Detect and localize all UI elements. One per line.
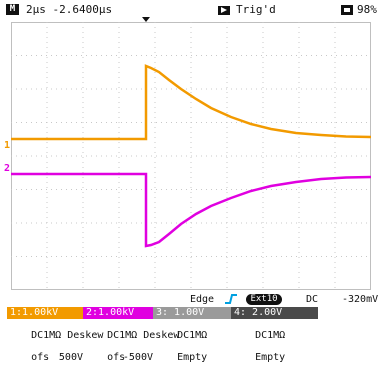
trigger-source[interactable]: Ext10 bbox=[246, 294, 282, 305]
waveform-display[interactable] bbox=[11, 22, 371, 290]
channel-1-scale[interactable]: 1:1.00kV bbox=[7, 307, 83, 319]
channel-4-details: DC1MΩ Empty bbox=[231, 319, 285, 374]
trigger-position-marker[interactable] bbox=[142, 17, 150, 22]
channel-1-marker[interactable]: 1 bbox=[4, 140, 11, 151]
channel-2-coupling: DC1MΩ bbox=[107, 330, 138, 341]
channel-4-offset: Empty bbox=[255, 352, 286, 363]
channel-1-ofs-label: ofs bbox=[31, 352, 50, 363]
trigger-info: Edge Ext10 DC -320mV bbox=[0, 293, 380, 307]
channel-3-scale[interactable]: 3: 1.00V bbox=[153, 307, 231, 319]
channel-3-coupling: DC1MΩ bbox=[177, 330, 208, 341]
mode-icon[interactable]: M bbox=[6, 4, 19, 15]
channel-4-scale[interactable]: 4: 2.00V bbox=[231, 307, 318, 319]
run-state-icon[interactable] bbox=[218, 6, 230, 15]
channel-1-trace bbox=[11, 64, 371, 141]
trigger-type[interactable]: Edge bbox=[190, 294, 215, 305]
timebase-readout[interactable]: 2µs -2.6400µs bbox=[26, 3, 113, 16]
channel-1-coupling: DC1MΩ bbox=[31, 330, 62, 341]
channel-3-details: DC1MΩ Empty bbox=[153, 319, 207, 374]
rising-edge-icon[interactable] bbox=[224, 293, 238, 305]
channel-1-deskew: Deskew bbox=[67, 330, 104, 341]
channel-2-deskew: Deskew bbox=[143, 330, 180, 341]
channel-1-offset: 500V bbox=[58, 352, 83, 363]
channel-2-marker[interactable]: 2 bbox=[4, 163, 11, 174]
channel-2-offset: -500V bbox=[122, 352, 153, 363]
trigger-coupling[interactable]: DC bbox=[306, 294, 319, 305]
trigger-state: Trig'd bbox=[236, 3, 276, 16]
grid-lines bbox=[11, 22, 371, 290]
channel-1-details: DC1MΩ Deskew ofs 500V bbox=[7, 319, 103, 374]
battery-icon bbox=[341, 5, 353, 15]
channel-2-scale[interactable]: 2:1.00kV bbox=[83, 307, 153, 319]
channel-3-offset: Empty bbox=[177, 352, 208, 363]
trigger-level[interactable]: -320mV bbox=[342, 294, 379, 305]
channel-2-trace bbox=[11, 172, 371, 248]
channel-4-coupling: DC1MΩ bbox=[255, 330, 286, 341]
channel-2-details: DC1MΩ Deskew ofs -500V bbox=[83, 319, 179, 374]
waveform-graticule bbox=[11, 22, 371, 290]
channel-scale-bar: 1:1.00kV 2:1.00kV 3: 1.00V 4: 2.00V bbox=[7, 307, 373, 319]
battery-level: 98% bbox=[357, 3, 377, 16]
status-bar: M 2µs -2.6400µs Trig'd 98% bbox=[0, 0, 380, 20]
